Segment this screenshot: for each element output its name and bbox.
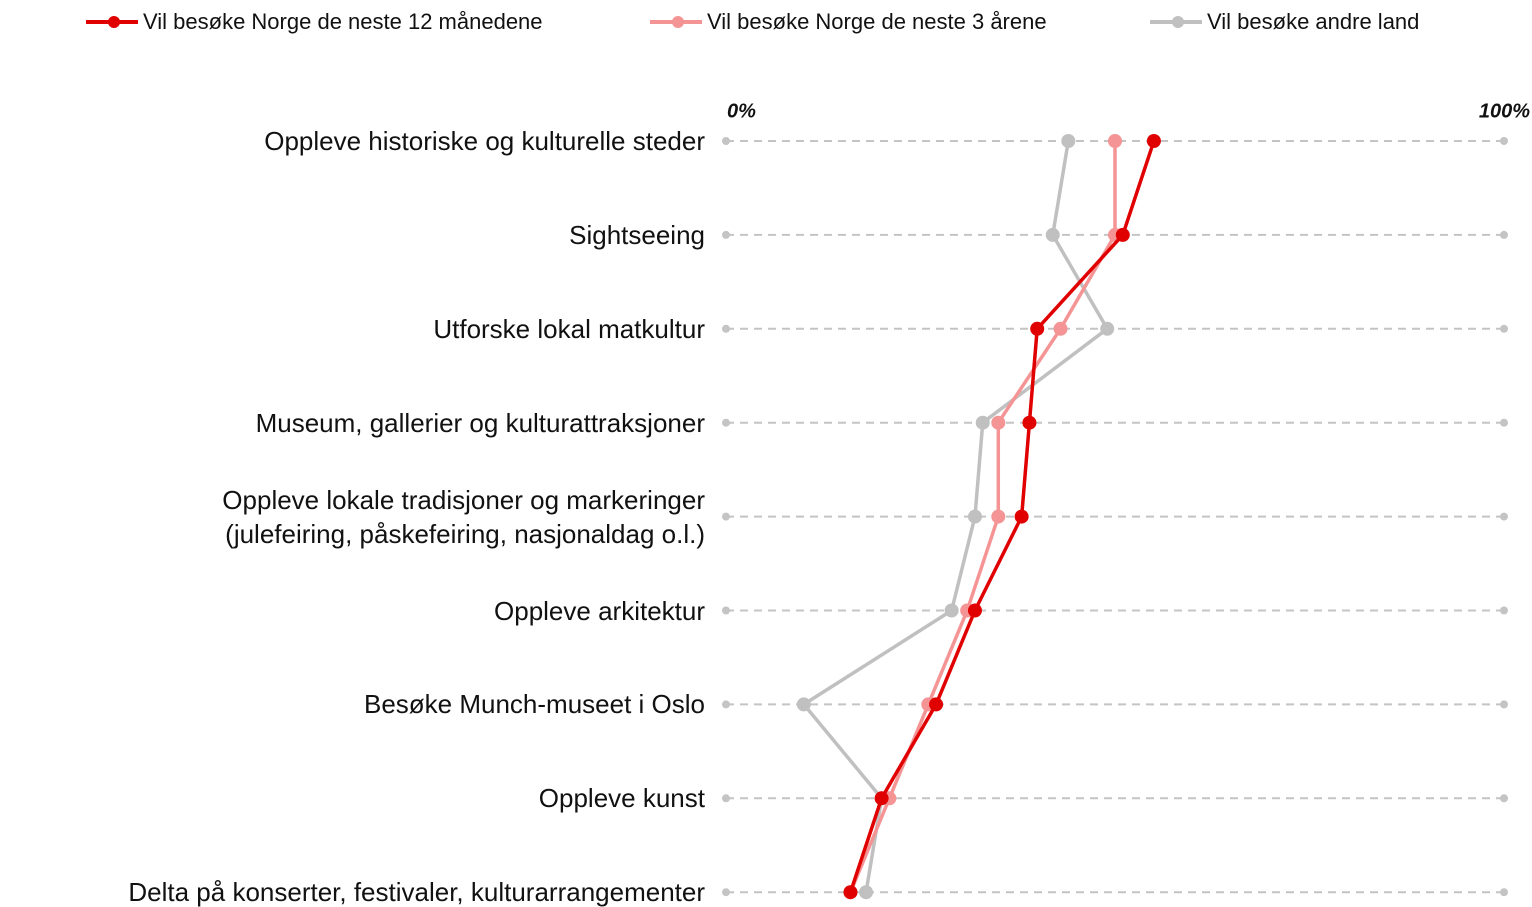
category-label: Oppleve historiske og kulturelle steder <box>264 126 705 156</box>
data-point <box>1030 321 1045 336</box>
data-point <box>1108 134 1122 148</box>
category-label: Utforske lokal matkultur <box>433 313 705 344</box>
tick-dot <box>722 324 730 333</box>
data-point <box>1022 415 1037 430</box>
tick-dot <box>1500 794 1508 803</box>
legend-dot <box>108 16 120 28</box>
tick-dot <box>1500 324 1508 333</box>
data-point <box>944 603 959 618</box>
tick-dot <box>1500 512 1508 521</box>
tick-dot <box>722 137 730 145</box>
tick-dot <box>722 512 730 521</box>
data-point <box>991 415 1006 430</box>
tick-dot <box>1500 606 1508 615</box>
legend-label: Vil besøke Norge de neste 12 månedene <box>143 9 543 34</box>
data-point <box>796 697 811 712</box>
tick-dot <box>1500 137 1508 145</box>
category-label: Museum, gallerier og kulturattraksjoner <box>255 407 705 438</box>
data-point <box>1053 321 1068 336</box>
category-label: Besøke Munch-museet i Oslo <box>363 689 705 720</box>
category-label: Oppleve lokale tradisjoner og markeringe… <box>222 484 705 549</box>
category-label: Delta på konserter, festivaler, kulturar… <box>128 877 705 907</box>
category-label: Oppleve arkitektur <box>494 595 705 626</box>
tick-dot <box>722 418 730 427</box>
data-point <box>929 697 944 712</box>
category-label: Oppleve kunst <box>538 783 705 814</box>
tick-dot <box>722 794 730 803</box>
tick-dot <box>722 888 730 897</box>
data-point <box>843 885 858 900</box>
legend-dot <box>1172 16 1184 28</box>
category-label: Sightseeing <box>569 219 705 250</box>
data-point <box>859 885 874 900</box>
data-point <box>967 509 982 524</box>
x-tick-label: 0% <box>727 100 756 122</box>
data-point <box>1115 227 1130 242</box>
data-point <box>967 603 982 618</box>
tick-dot <box>722 230 730 239</box>
data-point <box>1061 134 1076 148</box>
tick-dot <box>1500 888 1508 897</box>
legend-dot <box>672 16 684 28</box>
legend-label: Vil besøke andre land <box>1207 9 1419 34</box>
x-tick-label: 100% <box>1479 100 1530 122</box>
data-point <box>991 509 1006 524</box>
data-point <box>1146 134 1161 148</box>
tick-dot <box>1500 700 1508 709</box>
data-point <box>874 791 889 806</box>
tick-dot <box>722 606 730 615</box>
data-point <box>1100 321 1115 336</box>
tick-dot <box>1500 230 1508 239</box>
data-point <box>1045 227 1060 242</box>
legend-label: Vil besøke Norge de neste 3 årene <box>707 9 1047 34</box>
data-point <box>975 415 990 430</box>
tick-dot <box>1500 418 1508 427</box>
data-point <box>1014 509 1029 524</box>
tick-dot <box>722 700 730 709</box>
